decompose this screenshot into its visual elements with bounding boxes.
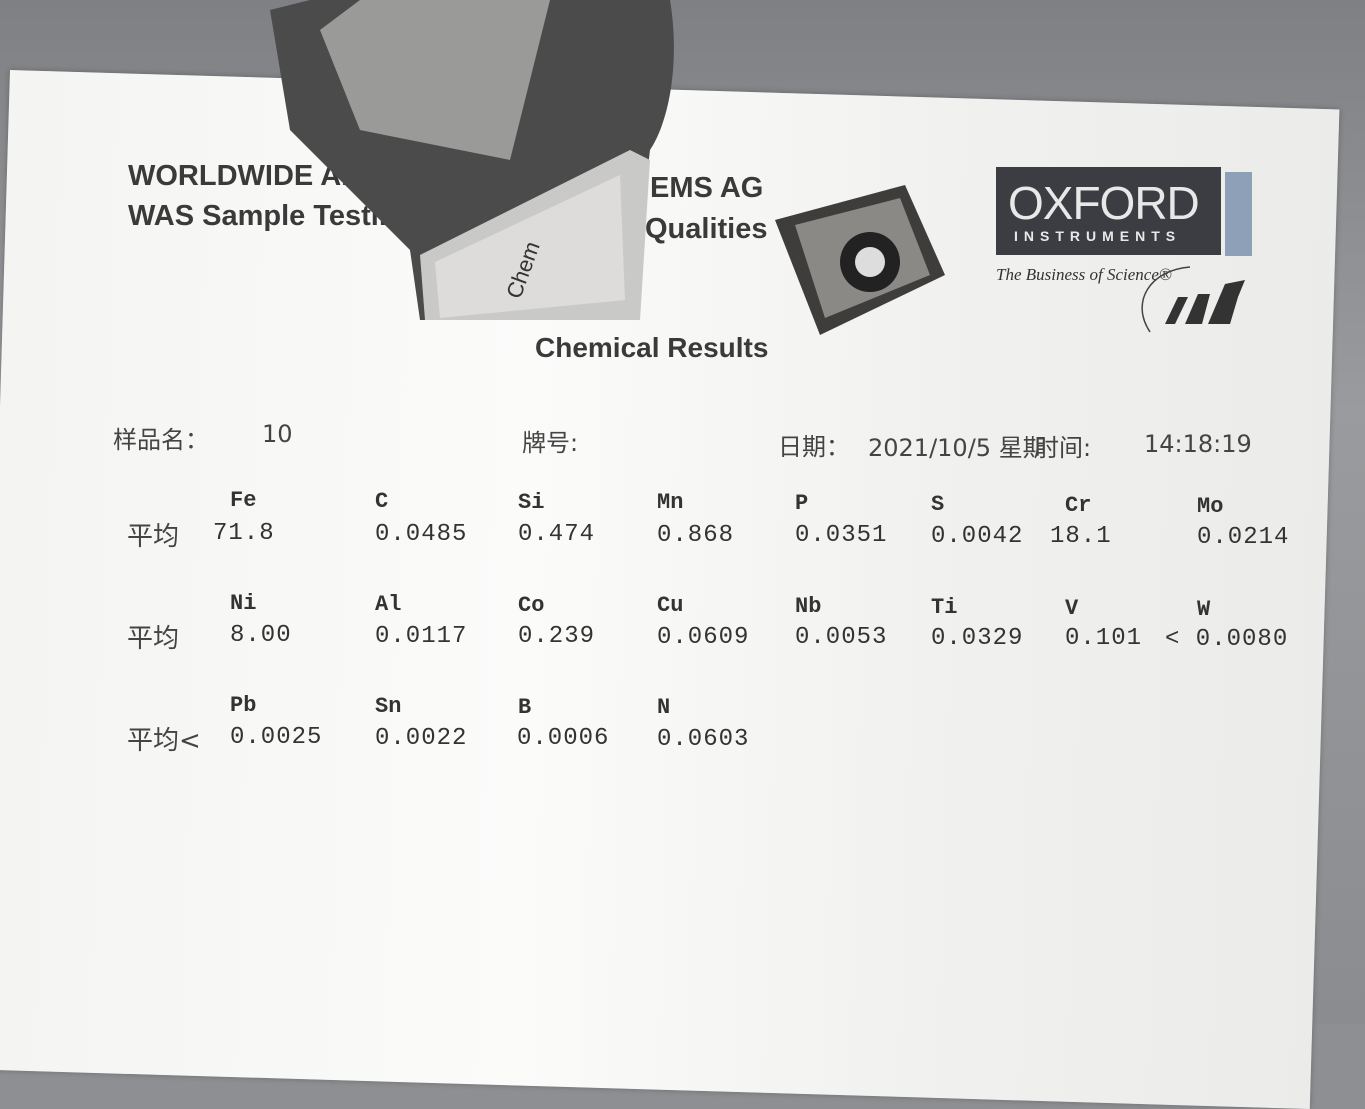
element-symbol: Fe <box>230 488 257 513</box>
header-line2-left: WAS Sample Testin <box>128 200 397 232</box>
element-value: 0.0025 <box>230 724 323 751</box>
sample-name-label: 样品名： <box>113 426 209 454</box>
header-line2-right: Qualities <box>645 213 768 245</box>
element-symbol: P <box>795 491 809 517</box>
element-symbol: Ti <box>931 595 958 620</box>
element-value: 0.0006 <box>517 725 610 752</box>
logo-tagline: The Business of Science® <box>996 265 1172 284</box>
element-symbol: Nb <box>795 594 822 620</box>
element-symbol: Sn <box>375 693 402 719</box>
element-symbol: C <box>375 488 389 514</box>
element-symbol: Mn <box>657 490 684 516</box>
element-value: 0.0609 <box>657 623 750 651</box>
metal-ring-sample: Chem <box>270 0 674 320</box>
row-prefix: 平均< <box>127 726 201 756</box>
row-prefix: 平均 <box>127 522 180 552</box>
element-value: 8.00 <box>230 622 292 649</box>
element-symbol: N <box>657 695 671 721</box>
element-symbol: Pb <box>230 693 257 718</box>
element-symbol: Ni <box>230 591 257 616</box>
element-symbol: S <box>931 492 945 517</box>
element-symbol: Mo <box>1197 493 1224 519</box>
row-prefix: 平均 <box>127 624 180 654</box>
element-value: 0.0053 <box>795 624 888 651</box>
element-value: 71.8 <box>213 520 275 547</box>
element-symbol: Si <box>518 489 545 515</box>
logo-sub: INSTRUMENTS <box>1014 228 1182 244</box>
element-value: 0.0117 <box>375 622 468 650</box>
element-value: 0.0022 <box>375 724 468 752</box>
document-title: Chemical Results <box>535 332 769 363</box>
element-value: 0.474 <box>518 521 596 548</box>
element-value: 0.0214 <box>1197 523 1290 551</box>
element-value: 0.0485 <box>375 520 468 548</box>
element-value: 0.0603 <box>657 725 750 753</box>
time-label: 时间: <box>1035 434 1092 462</box>
element-value: 0.868 <box>657 521 735 549</box>
element-value: 0.0351 <box>795 522 888 549</box>
element-value: 0.101 <box>1065 625 1143 652</box>
element-value: 18.1 <box>1050 523 1112 550</box>
element-symbol: V <box>1065 595 1079 621</box>
time-value: 14:18:19 <box>1144 430 1252 458</box>
element-symbol: B <box>518 694 532 720</box>
date-value: 2021/10/5 星期 <box>868 434 1047 462</box>
metal-coupon-sample <box>775 185 945 335</box>
element-symbol: W <box>1197 596 1211 622</box>
element-symbol: Co <box>518 592 545 618</box>
element-value: 0.0329 <box>931 624 1024 652</box>
grade-label: 牌号: <box>522 429 579 457</box>
element-value: < 0.0080 <box>1165 625 1289 653</box>
was-mark-icon <box>1141 266 1245 333</box>
element-symbol: Cr <box>1065 492 1092 518</box>
element-value: 0.239 <box>518 623 596 650</box>
header-line1-right: EMS AG <box>650 172 764 204</box>
element-symbol: Cu <box>657 593 684 619</box>
element-value: 0.0042 <box>931 522 1024 550</box>
sample-name-value: 10 <box>262 420 293 448</box>
element-symbol: Al <box>375 591 402 617</box>
logo-name: OXFORD <box>1008 177 1200 229</box>
date-label: 日期： <box>778 433 850 461</box>
